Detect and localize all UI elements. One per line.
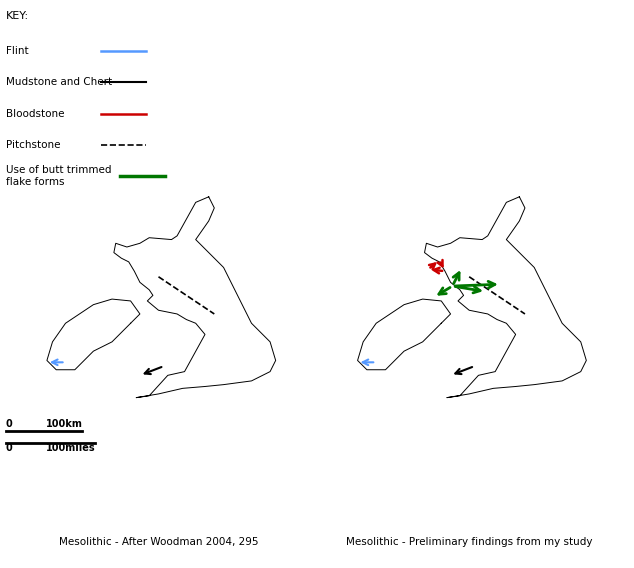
Text: Mudstone and Chert: Mudstone and Chert bbox=[6, 77, 112, 87]
Text: Pitchstone: Pitchstone bbox=[6, 140, 61, 150]
Text: Bloodstone: Bloodstone bbox=[6, 108, 65, 119]
Text: Flint: Flint bbox=[6, 46, 29, 56]
Text: 0: 0 bbox=[5, 443, 12, 453]
Text: Mesolithic - Preliminary findings from my study: Mesolithic - Preliminary findings from m… bbox=[346, 537, 592, 548]
Text: 100km: 100km bbox=[46, 419, 82, 429]
Text: Use of butt trimmed
flake forms: Use of butt trimmed flake forms bbox=[6, 165, 112, 187]
Text: 0: 0 bbox=[5, 419, 12, 429]
Text: 100miles: 100miles bbox=[46, 443, 95, 453]
Text: Mesolithic - After Woodman 2004, 295: Mesolithic - After Woodman 2004, 295 bbox=[59, 537, 258, 548]
Text: KEY:: KEY: bbox=[6, 11, 29, 22]
